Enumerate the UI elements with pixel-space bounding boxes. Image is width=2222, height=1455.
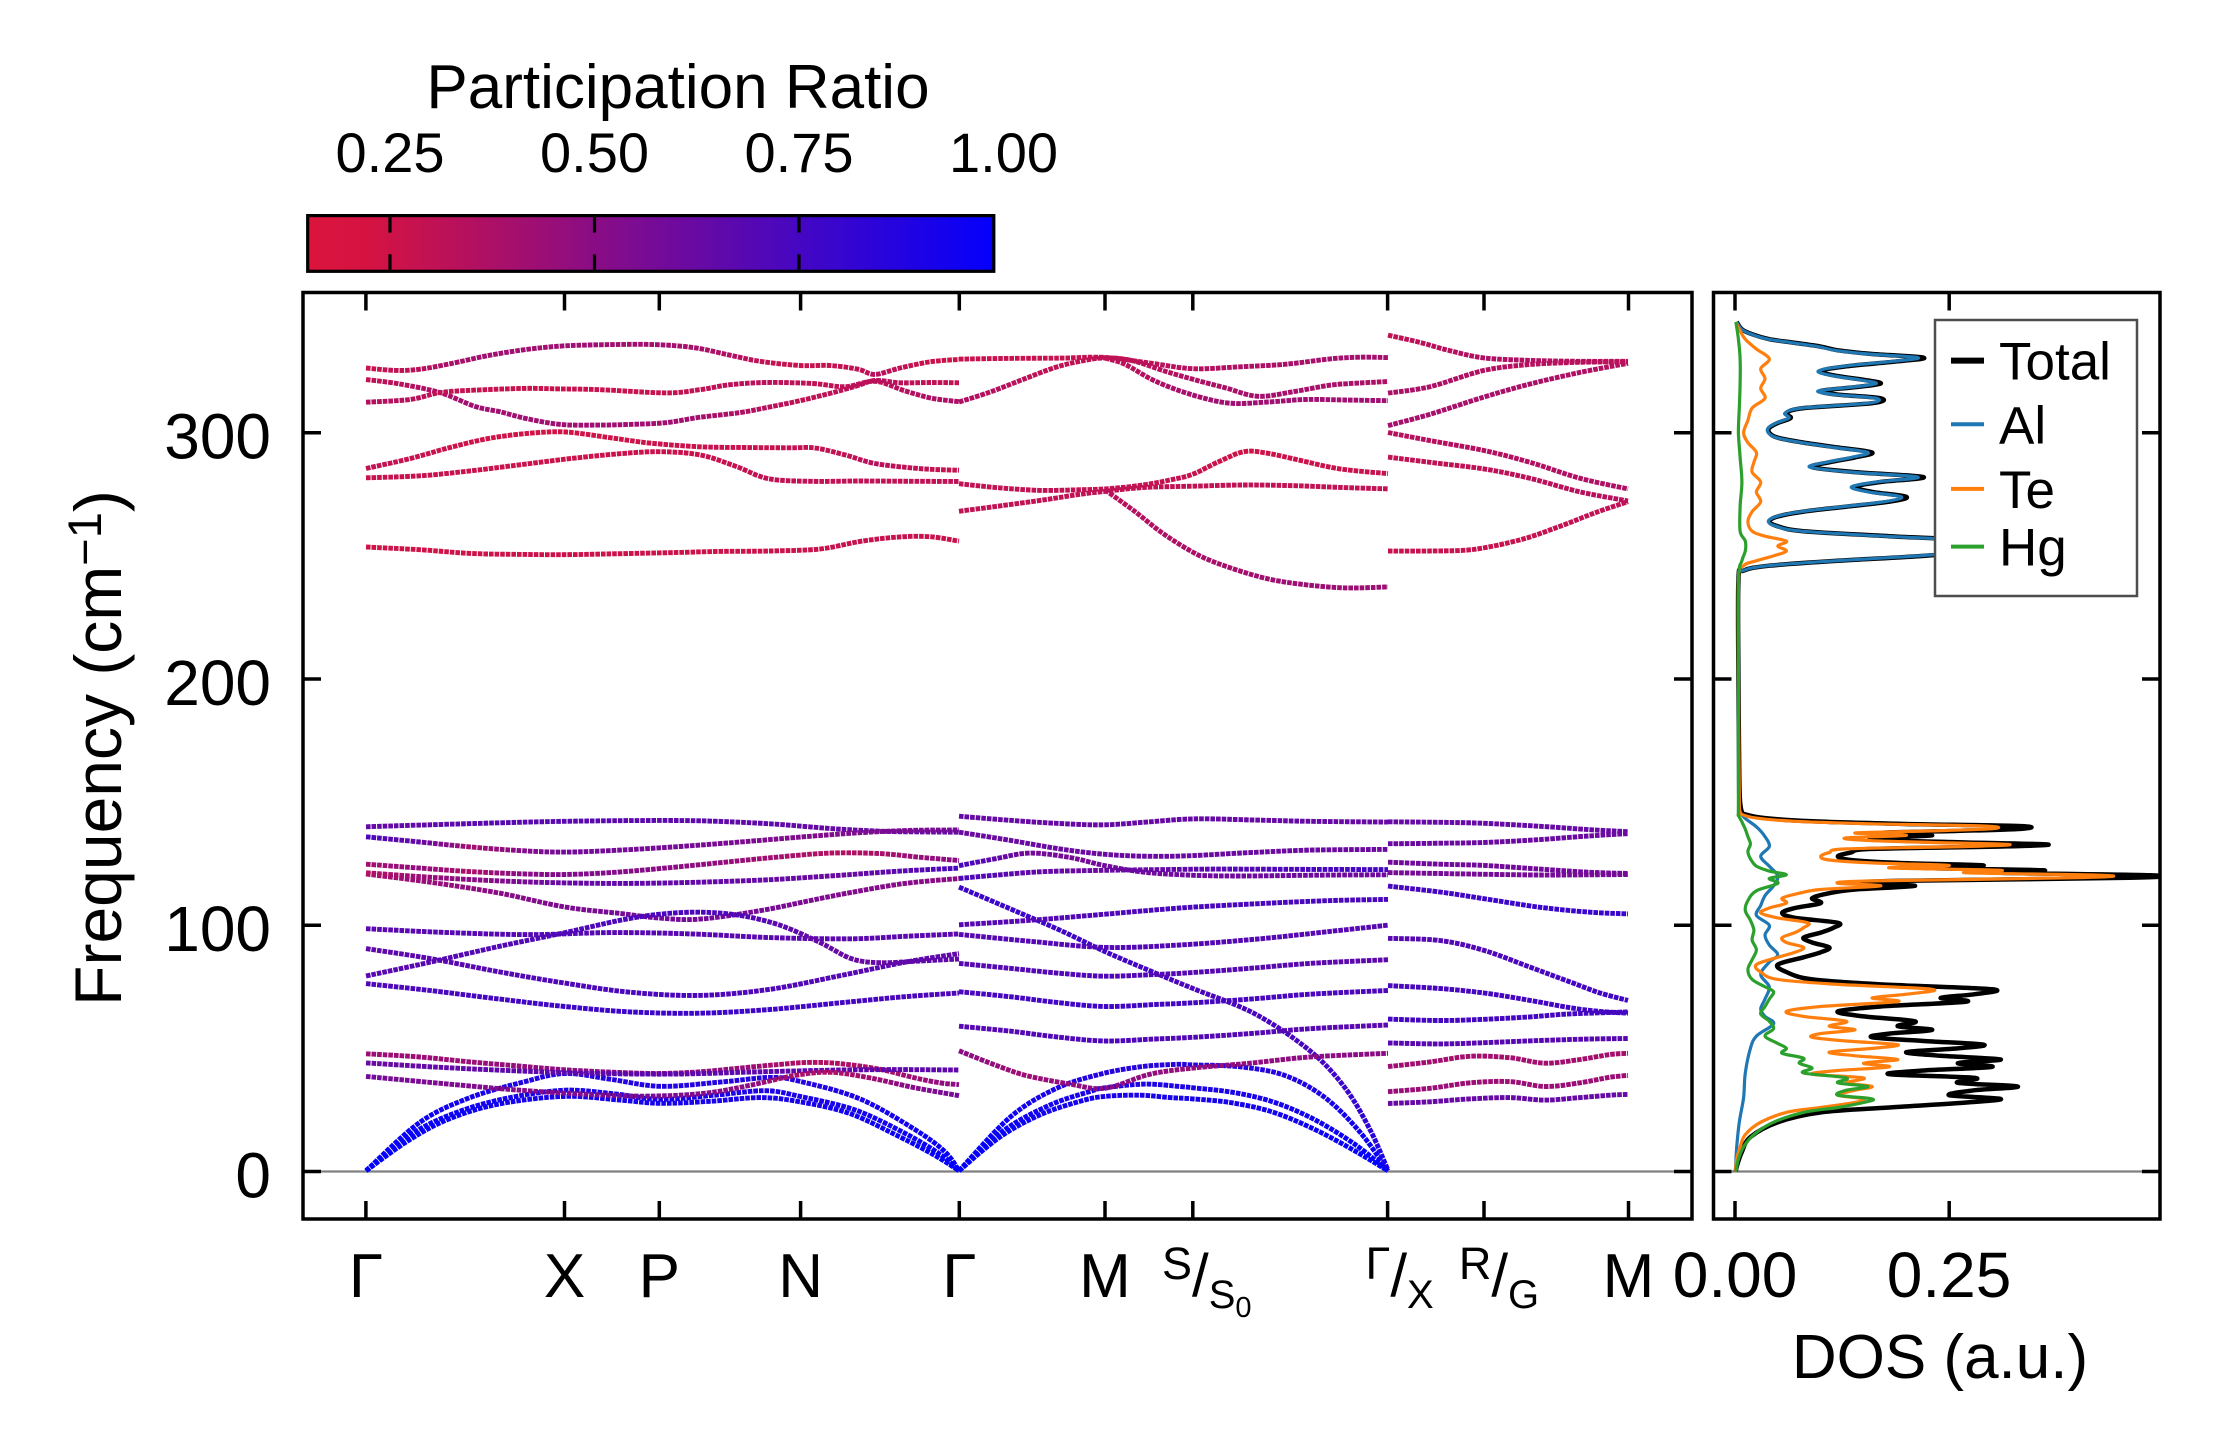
svg-text:200: 200 bbox=[164, 647, 271, 719]
svg-text:0.00: 0.00 bbox=[1673, 1239, 1798, 1311]
svg-text:Hg: Hg bbox=[1999, 519, 2067, 578]
svg-text:300: 300 bbox=[164, 401, 271, 473]
svg-text:S/S0: S/S0 bbox=[1162, 1238, 1252, 1324]
svg-text:0.50: 0.50 bbox=[540, 121, 649, 184]
svg-text:0.75: 0.75 bbox=[745, 121, 854, 184]
svg-text:0.25: 0.25 bbox=[1887, 1239, 2012, 1311]
svg-text:Frequency (cm−1): Frequency (cm−1) bbox=[58, 490, 135, 1006]
svg-text:Total: Total bbox=[1999, 333, 2111, 392]
svg-text:Participation Ratio: Participation Ratio bbox=[426, 53, 929, 122]
svg-text:DOS (a.u.): DOS (a.u.) bbox=[1792, 1323, 2088, 1392]
svg-text:M: M bbox=[1603, 1242, 1655, 1311]
svg-text:X: X bbox=[544, 1242, 585, 1311]
svg-text:Γ: Γ bbox=[349, 1242, 383, 1311]
svg-text:100: 100 bbox=[164, 893, 271, 965]
svg-text:0.25: 0.25 bbox=[336, 121, 445, 184]
svg-text:R/G: R/G bbox=[1459, 1238, 1539, 1317]
svg-text:Al: Al bbox=[1999, 396, 2046, 455]
svg-text:N: N bbox=[778, 1242, 823, 1311]
svg-text:P: P bbox=[639, 1242, 680, 1311]
svg-text:Te: Te bbox=[1999, 461, 2055, 520]
svg-text:1.00: 1.00 bbox=[949, 121, 1058, 184]
svg-text:Γ/X: Γ/X bbox=[1366, 1238, 1434, 1317]
svg-text:M: M bbox=[1079, 1242, 1131, 1311]
svg-text:Γ: Γ bbox=[942, 1242, 976, 1311]
svg-text:0: 0 bbox=[235, 1140, 271, 1212]
